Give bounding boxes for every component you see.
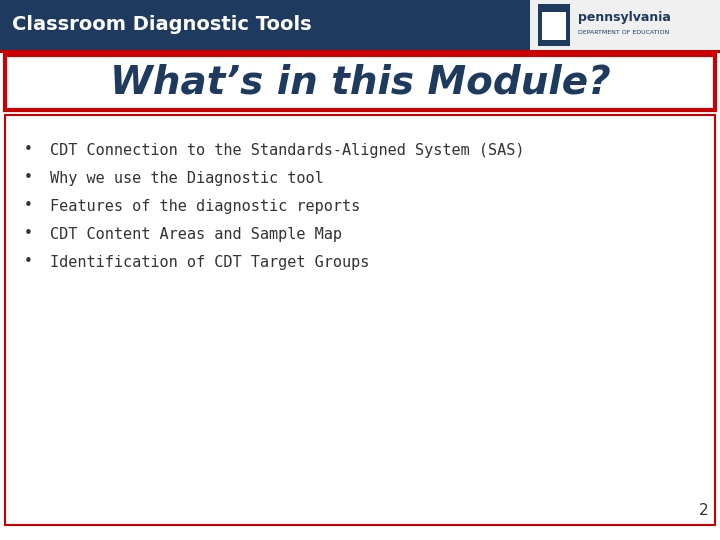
- Text: •: •: [24, 171, 32, 186]
- Text: Features of the diagnostic reports: Features of the diagnostic reports: [50, 199, 360, 213]
- Text: •: •: [24, 226, 32, 241]
- Bar: [538, 4, 570, 46]
- Bar: [530, 0, 720, 50]
- Text: •: •: [24, 143, 32, 158]
- Bar: [0, 0, 720, 50]
- Text: •: •: [24, 254, 32, 269]
- Text: Why we use the Diagnostic tool: Why we use the Diagnostic tool: [50, 171, 324, 186]
- Bar: [542, 12, 566, 40]
- Text: CDT Connection to the Standards-Aligned System (SAS): CDT Connection to the Standards-Aligned …: [50, 143, 524, 158]
- FancyBboxPatch shape: [5, 115, 715, 525]
- Text: DEPARTMENT OF EDUCATION: DEPARTMENT OF EDUCATION: [578, 30, 670, 35]
- Text: What’s in this Module?: What’s in this Module?: [109, 64, 611, 102]
- Text: 2: 2: [698, 503, 708, 518]
- Bar: [0, 50, 720, 53]
- Text: pennsylvania: pennsylvania: [578, 11, 671, 24]
- Text: •: •: [24, 199, 32, 213]
- Text: Identification of CDT Target Groups: Identification of CDT Target Groups: [50, 254, 369, 269]
- Text: CDT Content Areas and Sample Map: CDT Content Areas and Sample Map: [50, 226, 342, 241]
- Text: Classroom Diagnostic Tools: Classroom Diagnostic Tools: [12, 16, 312, 35]
- FancyBboxPatch shape: [5, 55, 715, 110]
